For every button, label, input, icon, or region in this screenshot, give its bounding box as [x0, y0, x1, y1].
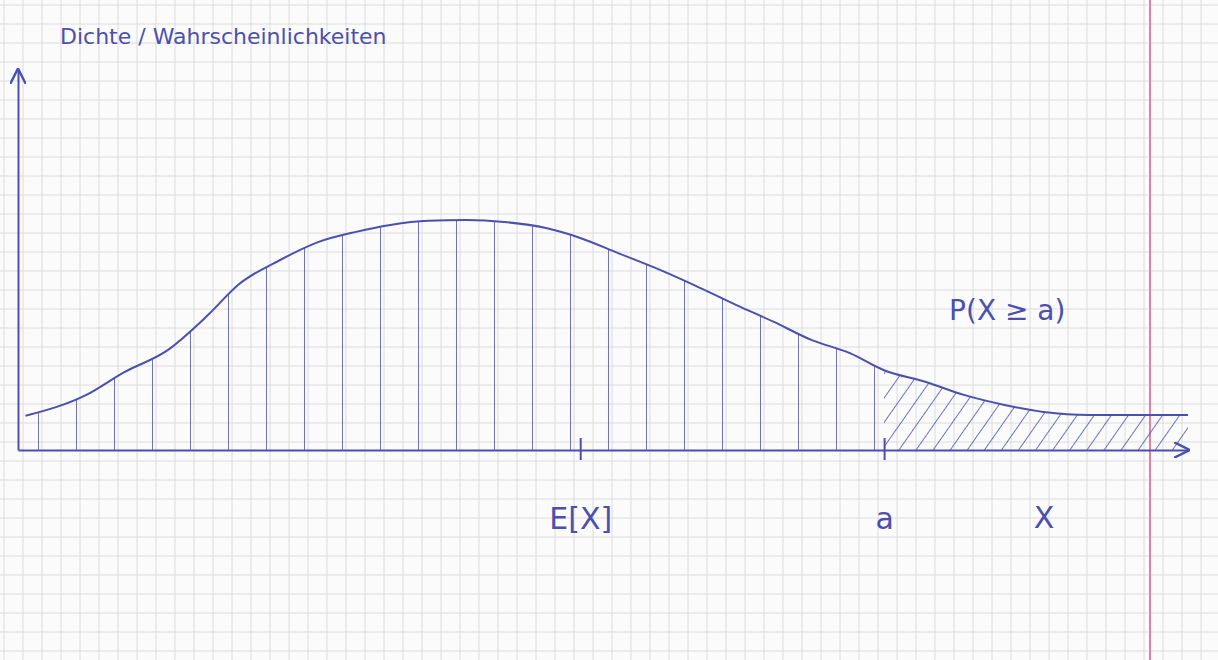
paper-line — [897, 0, 898, 660]
y-axis — [18, 71, 19, 451]
paper-line — [175, 0, 176, 660]
paper-line — [1011, 0, 1012, 660]
paper-line — [935, 0, 936, 660]
region-label: P(X ≥ a) — [949, 294, 1065, 327]
paper-line — [156, 0, 157, 660]
paper-line — [61, 0, 62, 660]
y-axis-line — [18, 71, 20, 451]
paper-line — [0, 214, 1218, 215]
x-arrow — [1187, 449, 1188, 451]
paper-margin — [1149, 0, 1151, 660]
paper-line — [1144, 0, 1145, 660]
paper-line — [0, 651, 1218, 652]
paper — [0, 0, 1218, 660]
x-axis: E[X] a — [19, 438, 1189, 536]
paper-line — [821, 0, 822, 660]
paper-line — [0, 632, 1218, 633]
y-arrow — [17, 70, 19, 71]
x-axis-title: X — [1034, 500, 1055, 535]
paper-line — [0, 138, 1218, 139]
paper-line — [1068, 0, 1069, 660]
paper-line — [1182, 0, 1183, 660]
paper-line — [0, 461, 1218, 462]
paper-line — [99, 0, 100, 660]
x-tick: E[X] — [549, 438, 612, 536]
paper-line — [0, 81, 1218, 82]
paper-line — [859, 0, 860, 660]
body-group — [26, 220, 885, 450]
chart: E[X] a Dichte / Wahrscheinlichkeiten X P(X ≥… — [0, 0, 1218, 660]
paper-line — [1087, 0, 1088, 660]
paper-line — [973, 0, 974, 660]
paper-line — [1201, 0, 1202, 660]
y-axis-title: Dichte / Wahrscheinlichkeiten — [60, 24, 387, 49]
paper-line — [23, 0, 24, 660]
paper-line — [1030, 0, 1031, 660]
paper-line — [4, 0, 5, 660]
paper-line — [118, 0, 119, 660]
paper-line — [840, 0, 841, 660]
plot-area — [26, 220, 1188, 450]
paper-line — [878, 0, 879, 660]
x-tick-label: a — [875, 501, 893, 536]
density-area — [26, 220, 885, 450]
paper-line — [1106, 0, 1107, 660]
paper-line — [954, 0, 955, 660]
paper-line — [0, 613, 1218, 614]
paper-line — [0, 480, 1218, 481]
paper-line — [0, 537, 1218, 538]
paper-line — [1125, 0, 1126, 660]
paper-line — [0, 100, 1218, 101]
paper-line — [0, 62, 1218, 63]
paper-line — [0, 195, 1218, 196]
x-tick-mark — [580, 438, 582, 460]
paper-line — [0, 119, 1218, 120]
density-curve — [26, 220, 1188, 416]
paper-line — [0, 233, 1218, 234]
paper-line — [802, 0, 803, 660]
tail-group — [884, 220, 1188, 450]
paper-line — [0, 594, 1218, 595]
x-axis-line — [19, 450, 1189, 452]
paper-line — [0, 157, 1218, 158]
paper-line — [916, 0, 917, 660]
x-tick-label: E[X] — [549, 501, 612, 536]
paper-line — [0, 176, 1218, 177]
x-tick-mark — [884, 438, 886, 460]
paper-line — [1049, 0, 1050, 660]
paper-line — [1163, 0, 1164, 660]
tail-area — [884, 220, 1188, 450]
paper-line — [0, 556, 1218, 557]
paper-line — [992, 0, 993, 660]
x-tick: a — [875, 438, 893, 536]
paper-line — [0, 575, 1218, 576]
paper-line — [42, 0, 43, 660]
paper-line — [80, 0, 81, 660]
paper-line — [137, 0, 138, 660]
paper-line — [0, 5, 1218, 6]
